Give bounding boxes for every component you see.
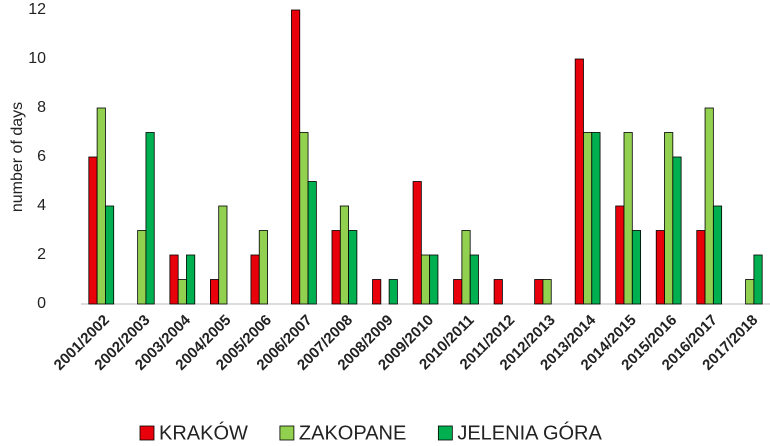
- bar: [186, 254, 196, 305]
- y-tick-label: 0: [37, 295, 46, 312]
- bar: [696, 230, 706, 305]
- bar: [210, 279, 220, 305]
- bar: [145, 132, 155, 305]
- bar: [745, 279, 755, 305]
- bar: [534, 279, 544, 305]
- bar: [88, 156, 98, 305]
- y-tick-label: 12: [28, 1, 46, 18]
- bar: [412, 181, 422, 305]
- bar: [461, 230, 471, 305]
- legend-label: ZAKOPANE: [299, 422, 406, 444]
- bar: [583, 132, 593, 305]
- bar: [307, 181, 317, 305]
- bar: [331, 230, 341, 305]
- legend-swatch: [437, 425, 453, 441]
- bar: [753, 254, 763, 305]
- bar: [453, 279, 463, 305]
- y-axis-label: number of days: [9, 102, 26, 212]
- bar: [493, 279, 503, 305]
- bar: [574, 58, 584, 305]
- bar: [664, 132, 674, 305]
- bar: [704, 107, 714, 305]
- bar: [469, 254, 479, 305]
- bar: [631, 230, 641, 305]
- bar: [218, 205, 228, 305]
- bar: [348, 230, 358, 305]
- bar: [542, 279, 552, 305]
- bar: [169, 254, 179, 305]
- bar: [258, 230, 268, 305]
- bar: [420, 254, 431, 305]
- bar: [299, 132, 309, 305]
- bar: [388, 279, 398, 305]
- bar: [655, 230, 665, 305]
- bar: [137, 230, 147, 305]
- bar: [372, 279, 382, 305]
- y-tick-label: 10: [28, 50, 46, 67]
- y-tick-label: 2: [37, 246, 46, 263]
- legend-label: KRAKÓW: [159, 421, 248, 444]
- y-tick-label: 4: [37, 197, 46, 214]
- bar: [672, 156, 682, 305]
- bar: [712, 205, 723, 305]
- bar: [105, 205, 115, 305]
- legend-label: JELENIA GÓRA: [457, 421, 602, 444]
- bar: [591, 132, 601, 305]
- legend-swatch: [279, 425, 295, 441]
- y-tick-label: 8: [37, 99, 46, 116]
- bar: [339, 205, 349, 305]
- bar: [291, 9, 301, 305]
- y-tick-label: 6: [37, 148, 46, 165]
- bar: [96, 107, 106, 305]
- legend-swatch: [139, 425, 155, 441]
- bar: [177, 279, 187, 305]
- bar: [429, 254, 439, 305]
- bar: [250, 254, 260, 305]
- bar: [615, 205, 625, 305]
- bar: [623, 132, 633, 305]
